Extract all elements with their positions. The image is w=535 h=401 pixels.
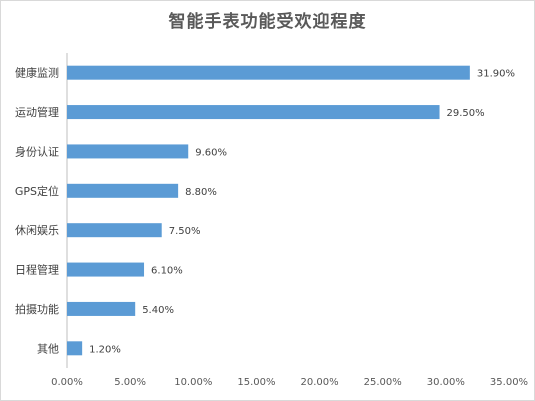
category-label: 拍摄功能 bbox=[15, 302, 59, 316]
category-label: 运动管理 bbox=[15, 105, 59, 119]
x-tick-label: 5.00% bbox=[114, 377, 146, 388]
category-label: 健康监测 bbox=[15, 66, 59, 80]
category-label: GPS定位 bbox=[15, 184, 59, 198]
bar bbox=[67, 105, 440, 120]
bar bbox=[67, 65, 470, 80]
value-label: 31.90% bbox=[477, 69, 515, 80]
x-tick-label: 25.00% bbox=[364, 377, 402, 388]
value-label: 7.50% bbox=[169, 226, 201, 237]
category-label: 休闲娱乐 bbox=[15, 223, 59, 237]
x-tick-label: 20.00% bbox=[301, 377, 339, 388]
value-label: 6.10% bbox=[151, 266, 183, 277]
chart-title: 智能手表功能受欢迎程度 bbox=[168, 12, 367, 32]
x-tick-label: 35.00% bbox=[490, 377, 528, 388]
x-tick-label: 10.00% bbox=[174, 377, 212, 388]
category-label: 日程管理 bbox=[15, 263, 59, 277]
value-label: 8.80% bbox=[185, 187, 217, 198]
bar bbox=[67, 144, 189, 159]
x-tick-label: 15.00% bbox=[237, 377, 275, 388]
value-label: 29.50% bbox=[447, 108, 485, 119]
bar bbox=[67, 301, 136, 316]
category-label: 身份认证 bbox=[15, 144, 59, 158]
bar bbox=[67, 262, 145, 277]
bar bbox=[67, 223, 162, 238]
bar bbox=[67, 183, 179, 198]
x-tick-label: 30.00% bbox=[427, 377, 465, 388]
value-label: 1.20% bbox=[89, 344, 121, 355]
value-label: 9.60% bbox=[195, 147, 227, 158]
value-label: 5.40% bbox=[142, 305, 174, 316]
bar bbox=[67, 341, 83, 356]
x-tick-label: 0.00% bbox=[51, 377, 83, 388]
category-label: 其他 bbox=[37, 342, 59, 355]
